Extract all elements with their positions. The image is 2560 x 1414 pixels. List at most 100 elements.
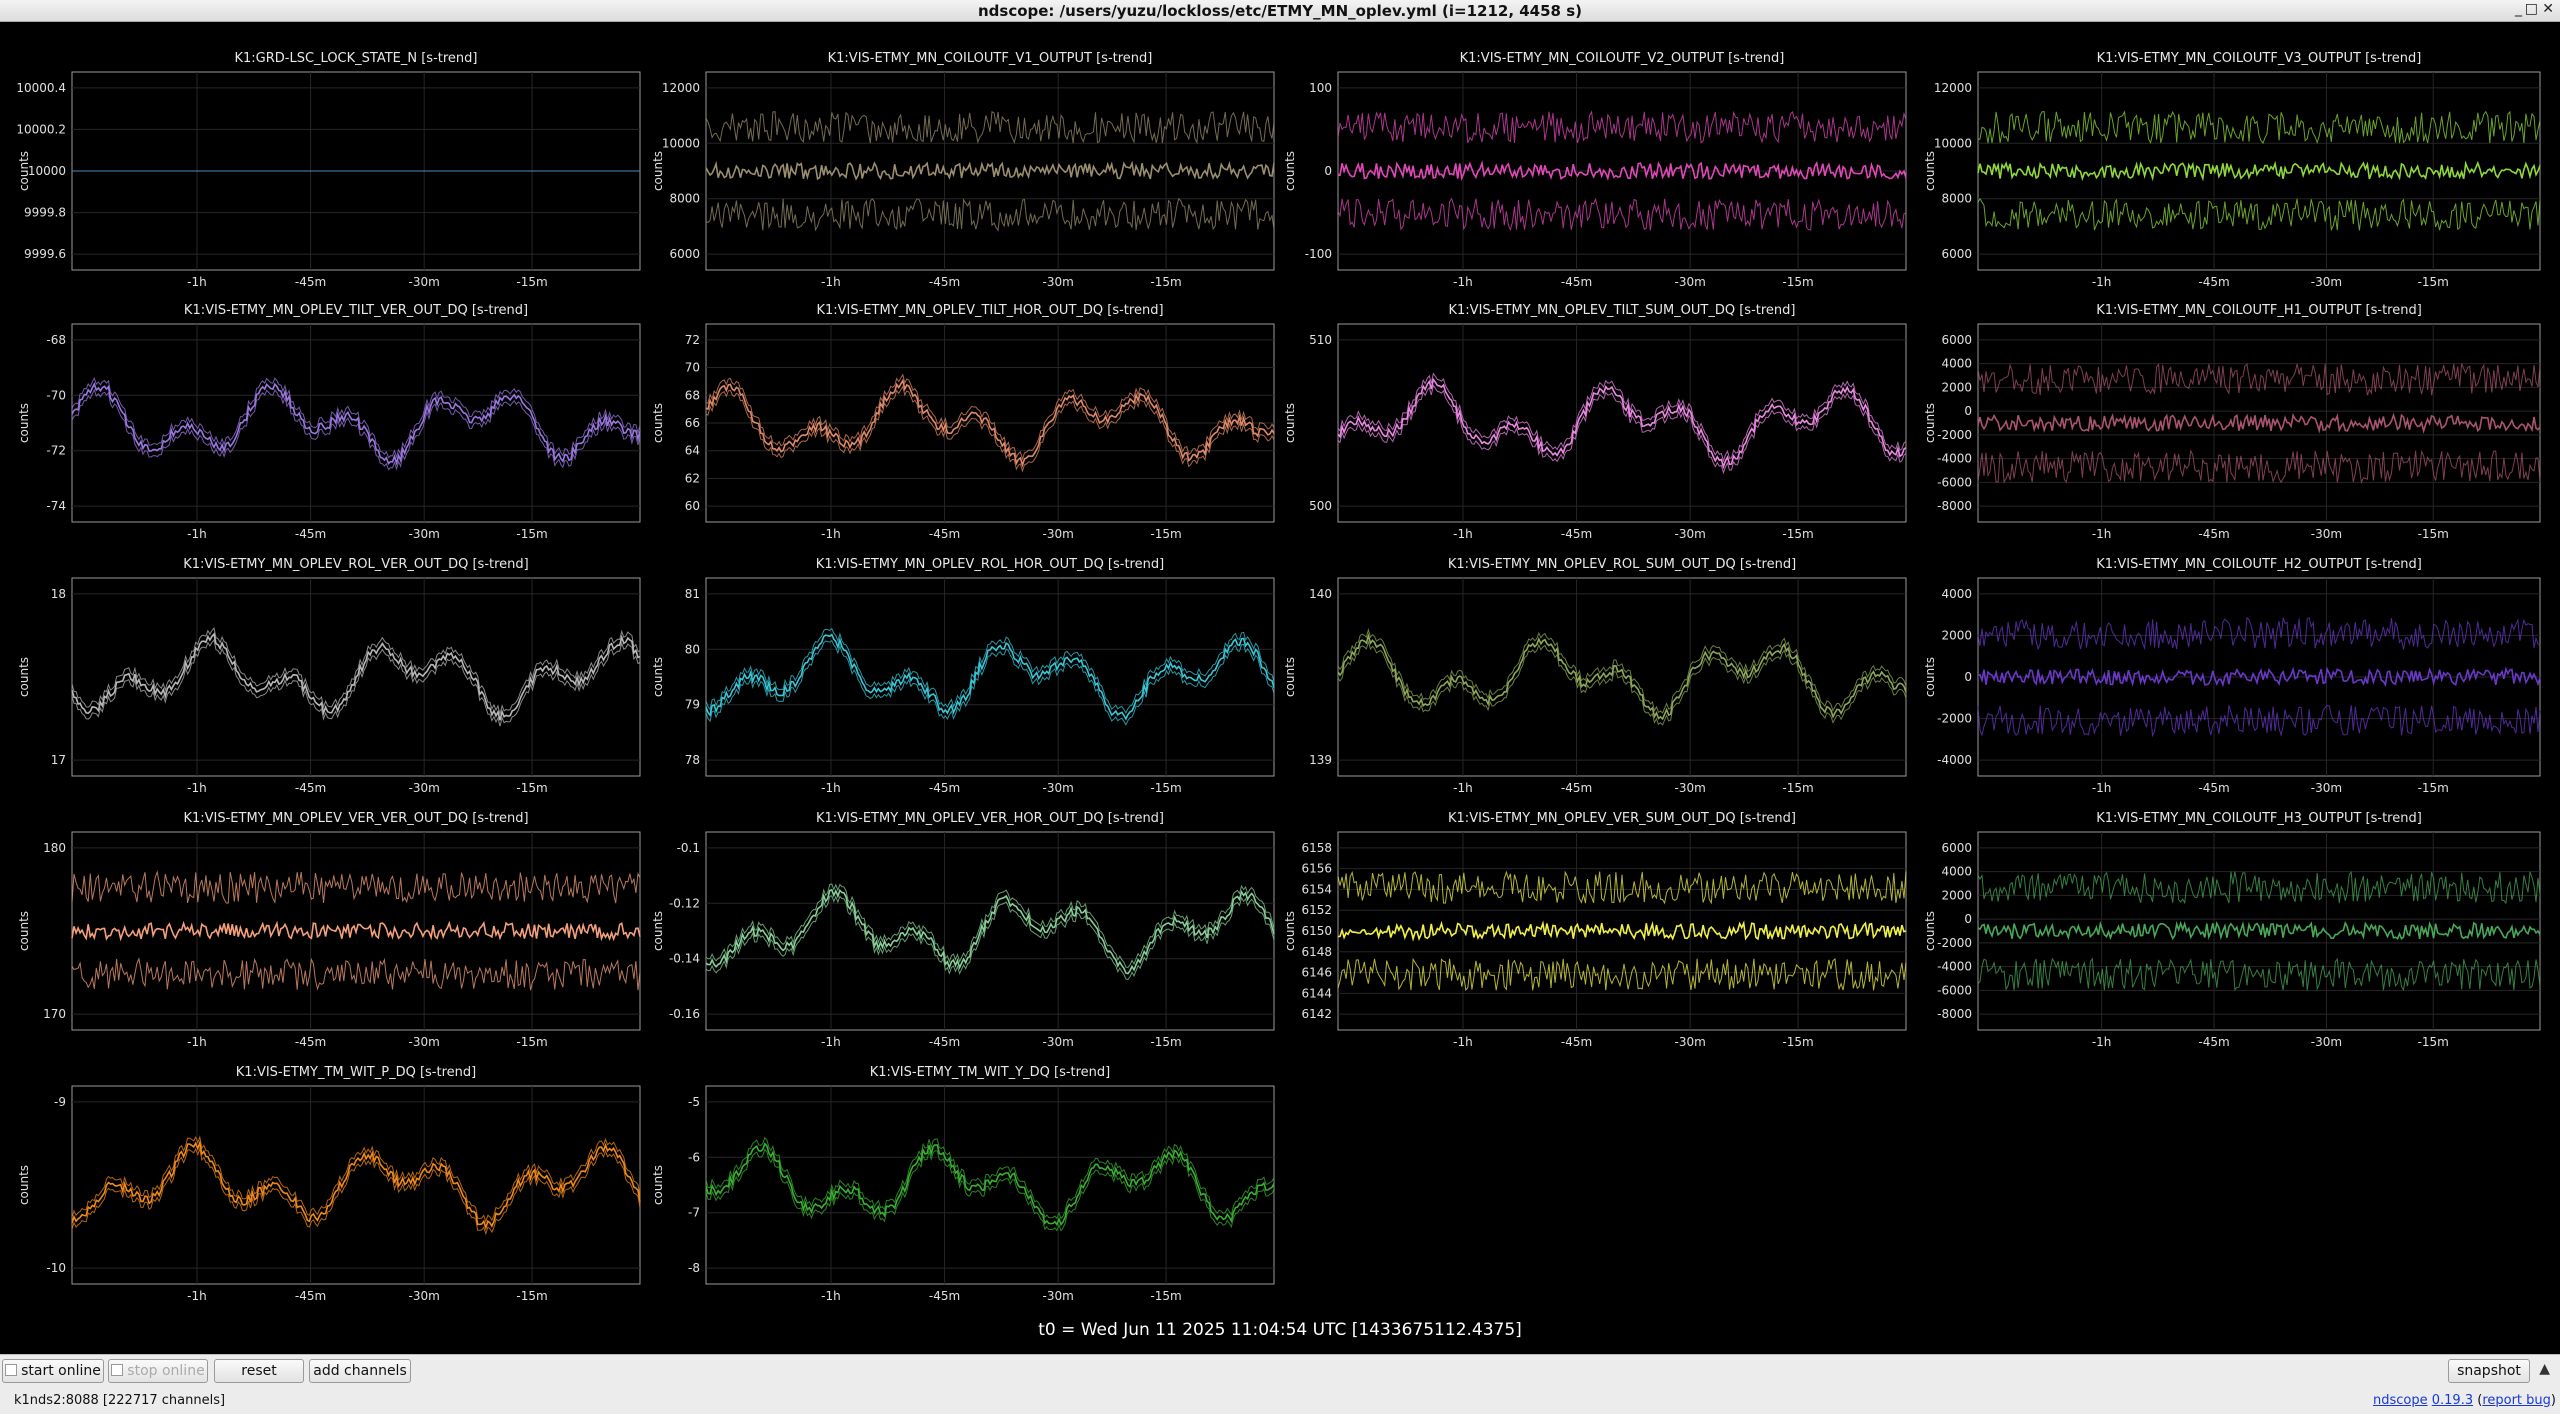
x-tick-label: -30m [2311, 275, 2342, 289]
y-tick-label: -0.14 [669, 952, 700, 966]
x-tick-label: -1h [1453, 781, 1473, 795]
report-bug-link[interactable]: report bug [2482, 1393, 2551, 1408]
plots-canvas: K1:GRD-LSC_LOCK_STATE_N [s-trend] 10000.4… [16, 51, 2541, 1303]
y-tick-label: -2000 [1937, 936, 1972, 950]
plot-panel[interactable]: K1:VIS-ETMY_MN_COILOUTF_V1_OUTPUT [s-tre… [651, 51, 1275, 289]
x-tick-label: -30m [1675, 275, 1706, 289]
snapshot-button[interactable]: snapshot [2448, 1359, 2530, 1383]
x-tick-label: -30m [409, 275, 440, 289]
x-tick-label: -45m [295, 1035, 326, 1049]
version-link[interactable]: 0.19.3 [2431, 1393, 2474, 1408]
minimize-icon[interactable]: _ [2515, 1, 2522, 17]
plot-panel[interactable]: K1:VIS-ETMY_TM_WIT_P_DQ [s-trend] -9 -10 -1… [17, 1065, 641, 1303]
plot-title: K1:VIS-ETMY_MN_COILOUTF_V2_OUTPUT [s-tre… [1460, 51, 1785, 66]
x-tick-label: -1h [821, 527, 841, 541]
plot-panel[interactable]: K1:GRD-LSC_LOCK_STATE_N [s-trend] 10000.4… [16, 51, 641, 289]
plot-panel[interactable]: K1:VIS-ETMY_MN_OPLEV_VER_HOR_OUT_DQ [s-t… [651, 811, 1275, 1049]
y-tick-label: 79 [685, 698, 700, 712]
plot-panel[interactable]: K1:VIS-ETMY_MN_OPLEV_ROL_HOR_OUT_DQ [s-t… [651, 557, 1275, 795]
x-tick-label: -30m [1043, 275, 1074, 289]
trace-max [1337, 384, 1907, 475]
ndscope-link[interactable]: ndscope [2372, 1393, 2428, 1408]
plot-panel[interactable]: K1:VIS-ETMY_MN_COILOUTF_V3_OUTPUT [s-tre… [1923, 51, 2541, 289]
x-tick-label: -30m [1043, 1035, 1074, 1049]
add-channels-button[interactable]: add channels [309, 1359, 411, 1383]
x-tick-label: -1h [187, 275, 207, 289]
trace-max [705, 895, 1275, 981]
y-tick-label: -74 [46, 499, 66, 513]
x-tick-label: -45m [929, 781, 960, 795]
y-axis-label: counts [1923, 151, 1937, 191]
y-tick-label: 18 [51, 587, 66, 601]
y-tick-label: 10000.4 [16, 81, 66, 95]
y-tick-label: 170 [43, 1007, 66, 1021]
x-tick-label: -15m [1782, 781, 1813, 795]
x-tick-label: -45m [1561, 275, 1592, 289]
plot-title: K1:VIS-ETMY_MN_COILOUTF_H3_OUTPUT [s-tre… [2096, 811, 2422, 826]
trace-mean [1337, 160, 1907, 182]
y-tick-label: -100 [1305, 247, 1332, 261]
trace-max [71, 1146, 641, 1236]
x-tick-label: -1h [1453, 1035, 1473, 1049]
x-tick-label: -45m [2198, 527, 2229, 541]
trace-min [1337, 110, 1907, 144]
plot-panel[interactable]: K1:VIS-ETMY_MN_OPLEV_TILT_VER_OUT_DQ [s-… [17, 303, 641, 541]
y-tick-label: 2000 [1941, 628, 1972, 642]
plot-panel[interactable]: K1:VIS-ETMY_MN_COILOUTF_H2_OUTPUT [s-tre… [1923, 557, 2541, 795]
y-tick-label: 139 [1309, 753, 1332, 767]
x-tick-label: -30m [1675, 781, 1706, 795]
plot-panel[interactable]: K1:VIS-ETMY_MN_COILOUTF_V2_OUTPUT [s-tre… [1283, 51, 1907, 289]
y-tick-label: 81 [685, 587, 700, 601]
x-tick-label: -15m [516, 275, 547, 289]
expand-panel-icon[interactable]: ▲ [2539, 1361, 2550, 1377]
x-tick-label: -15m [1782, 527, 1813, 541]
trace-mean [1337, 920, 1907, 942]
x-tick-label: -15m [2418, 275, 2449, 289]
plot-panel[interactable]: K1:VIS-ETMY_MN_OPLEV_TILT_HOR_OUT_DQ [s-… [651, 303, 1275, 541]
y-tick-label: 500 [1309, 499, 1332, 513]
stop-online-checkbox-icon [111, 1364, 124, 1376]
y-axis-label: counts [17, 1165, 31, 1205]
x-tick-label: -45m [2198, 781, 2229, 795]
x-tick-label: -1h [821, 1289, 841, 1303]
y-tick-label: 62 [685, 471, 700, 485]
reset-button[interactable]: reset [214, 1359, 304, 1383]
window-titlebar: ndscope: /users/yuzu/lockloss/etc/ETMY_M… [0, 0, 2560, 22]
trace-mean [705, 633, 1275, 721]
x-tick-label: -30m [2311, 527, 2342, 541]
y-tick-label: -70 [46, 388, 66, 402]
plot-title: K1:VIS-ETMY_MN_OPLEV_VER_HOR_OUT_DQ [s-t… [816, 811, 1164, 826]
x-tick-label: -15m [1782, 1035, 1813, 1049]
plot-panel[interactable]: K1:VIS-ETMY_MN_OPLEV_TILT_SUM_OUT_DQ [s-… [1283, 303, 1907, 541]
plot-panel[interactable]: K1:VIS-ETMY_MN_OPLEV_ROL_VER_OUT_DQ [s-t… [17, 557, 641, 795]
y-tick-label: 2000 [1941, 380, 1972, 394]
start-online-button[interactable]: start online [2, 1359, 104, 1383]
plot-panel[interactable]: K1:VIS-ETMY_MN_OPLEV_VER_SUM_OUT_DQ [s-t… [1283, 811, 1907, 1049]
trace-max [1337, 197, 1907, 232]
stop-online-button[interactable]: stop online [108, 1359, 208, 1383]
x-tick-label: -30m [1675, 1035, 1706, 1049]
plot-title: K1:VIS-ETMY_MN_COILOUTF_H1_OUTPUT [s-tre… [2096, 303, 2422, 318]
y-tick-label: -8 [688, 1261, 700, 1275]
maximize-icon[interactable]: □ [2524, 1, 2538, 17]
plot-panel[interactable]: K1:VIS-ETMY_TM_WIT_Y_DQ [s-trend] -5 -6 -7 -… [651, 1065, 1275, 1303]
trace-max [705, 639, 1275, 726]
plot-panel[interactable]: K1:VIS-ETMY_MN_OPLEV_VER_VER_OUT_DQ [s-t… [17, 811, 641, 1049]
plot-title: K1:VIS-ETMY_MN_OPLEV_ROL_HOR_OUT_DQ [s-t… [816, 557, 1164, 572]
trace-mean [71, 1139, 641, 1231]
x-tick-label: -45m [929, 527, 960, 541]
y-tick-label: 6000 [669, 247, 700, 261]
y-tick-label: 6148 [1301, 945, 1332, 959]
trace-mean [705, 888, 1275, 975]
y-tick-label: -9 [54, 1095, 66, 1109]
plot-panel[interactable]: K1:VIS-ETMY_MN_COILOUTF_H1_OUTPUT [s-tre… [1923, 303, 2541, 541]
control-bar: start online stop online reset add chann… [0, 1354, 2560, 1414]
y-tick-label: -4000 [1937, 452, 1972, 466]
x-tick-label: -1h [2092, 527, 2112, 541]
plot-panel[interactable]: K1:VIS-ETMY_MN_OPLEV_ROL_SUM_OUT_DQ [s-t… [1283, 557, 1907, 795]
plot-panel[interactable]: K1:VIS-ETMY_MN_COILOUTF_H3_OUTPUT [s-tre… [1923, 811, 2541, 1049]
x-tick-label: -1h [187, 1289, 207, 1303]
trace-mean [705, 378, 1275, 468]
close-icon[interactable]: ✕ [2542, 1, 2554, 17]
y-tick-label: 6000 [1941, 333, 1972, 347]
